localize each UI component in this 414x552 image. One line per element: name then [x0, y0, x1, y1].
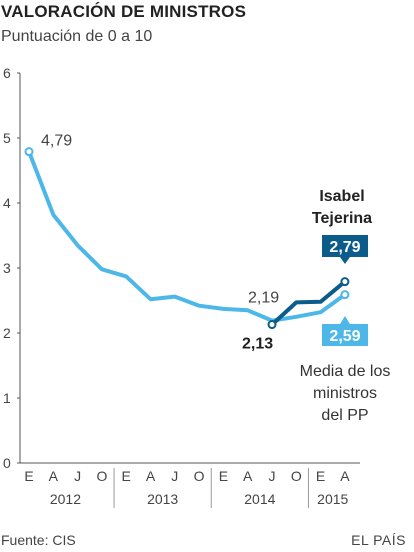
x-tick-label: E: [122, 468, 131, 484]
value-box-tejerina: [322, 235, 368, 257]
x-tick-label: J: [171, 468, 178, 484]
value-box-pp-pointer: [340, 316, 350, 324]
year-label: 2015: [317, 491, 348, 507]
label-pp-line2: ministros: [313, 385, 377, 402]
value-box-tejerina-pointer: [340, 257, 350, 264]
x-tick-label: O: [96, 468, 107, 484]
y-tick-label: 6: [3, 65, 11, 81]
label-tejerina-name-line2: Tejerina: [312, 210, 372, 227]
data-point-tejerina: [340, 277, 350, 287]
series-line-media-pp: [27, 149, 347, 323]
data-point-media-pp: [24, 147, 34, 157]
data-point-media-pp: [340, 290, 350, 300]
x-tick-label: A: [243, 468, 253, 484]
value-box-pp: [322, 324, 368, 346]
label-pp-line3: del PP: [321, 407, 368, 424]
x-tick-label: J: [269, 468, 276, 484]
source-note: Fuente: CIS: [1, 532, 76, 548]
y-tick-label: 5: [3, 130, 11, 146]
x-tick-label: A: [146, 468, 156, 484]
x-tick-label: E: [316, 468, 325, 484]
label-pp-line1: Media de los: [300, 363, 391, 380]
x-tick-label: A: [340, 468, 350, 484]
series-line-tejerina: [270, 279, 347, 327]
y-tick-label: 0: [3, 455, 11, 471]
annotation-pp-july-2014: 2,19: [248, 290, 279, 307]
year-label: 2012: [50, 491, 81, 507]
year-label: 2014: [244, 491, 275, 507]
series-lines: [24, 147, 350, 330]
annotation-tejerina-july-2014: 2,13: [242, 336, 273, 353]
annotation-start-value: 4,79: [41, 133, 72, 150]
y-axis: 0 1 2 3 4 5 6: [3, 65, 21, 471]
data-point-tejerina: [267, 320, 277, 330]
y-tick-label: 1: [3, 390, 11, 406]
y-tick-label: 2: [3, 325, 11, 341]
value-label-tejerina: 2,79: [329, 239, 360, 256]
y-tick-label: 3: [3, 260, 11, 276]
annotations: 4,79 2,19 2,13 Isabel Tejerina 2,79 2,59 Media …: [41, 133, 390, 424]
x-tick-label: J: [74, 468, 81, 484]
x-tick-label: O: [194, 468, 205, 484]
chart-title: VALORACIÓN DE MINISTROS: [1, 2, 247, 21]
chart-subtitle: Puntuación de 0 a 10: [1, 28, 153, 45]
value-label-pp: 2,59: [329, 328, 360, 345]
x-tick-label: E: [219, 468, 228, 484]
y-tick-label: 4: [3, 195, 11, 211]
x-tick-label: E: [24, 468, 33, 484]
x-tick-label: A: [49, 468, 59, 484]
publisher-brand: EL PAÍS: [351, 532, 406, 548]
year-label: 2013: [147, 491, 178, 507]
x-tick-label: O: [291, 468, 302, 484]
label-tejerina-name-line1: Isabel: [319, 188, 364, 205]
